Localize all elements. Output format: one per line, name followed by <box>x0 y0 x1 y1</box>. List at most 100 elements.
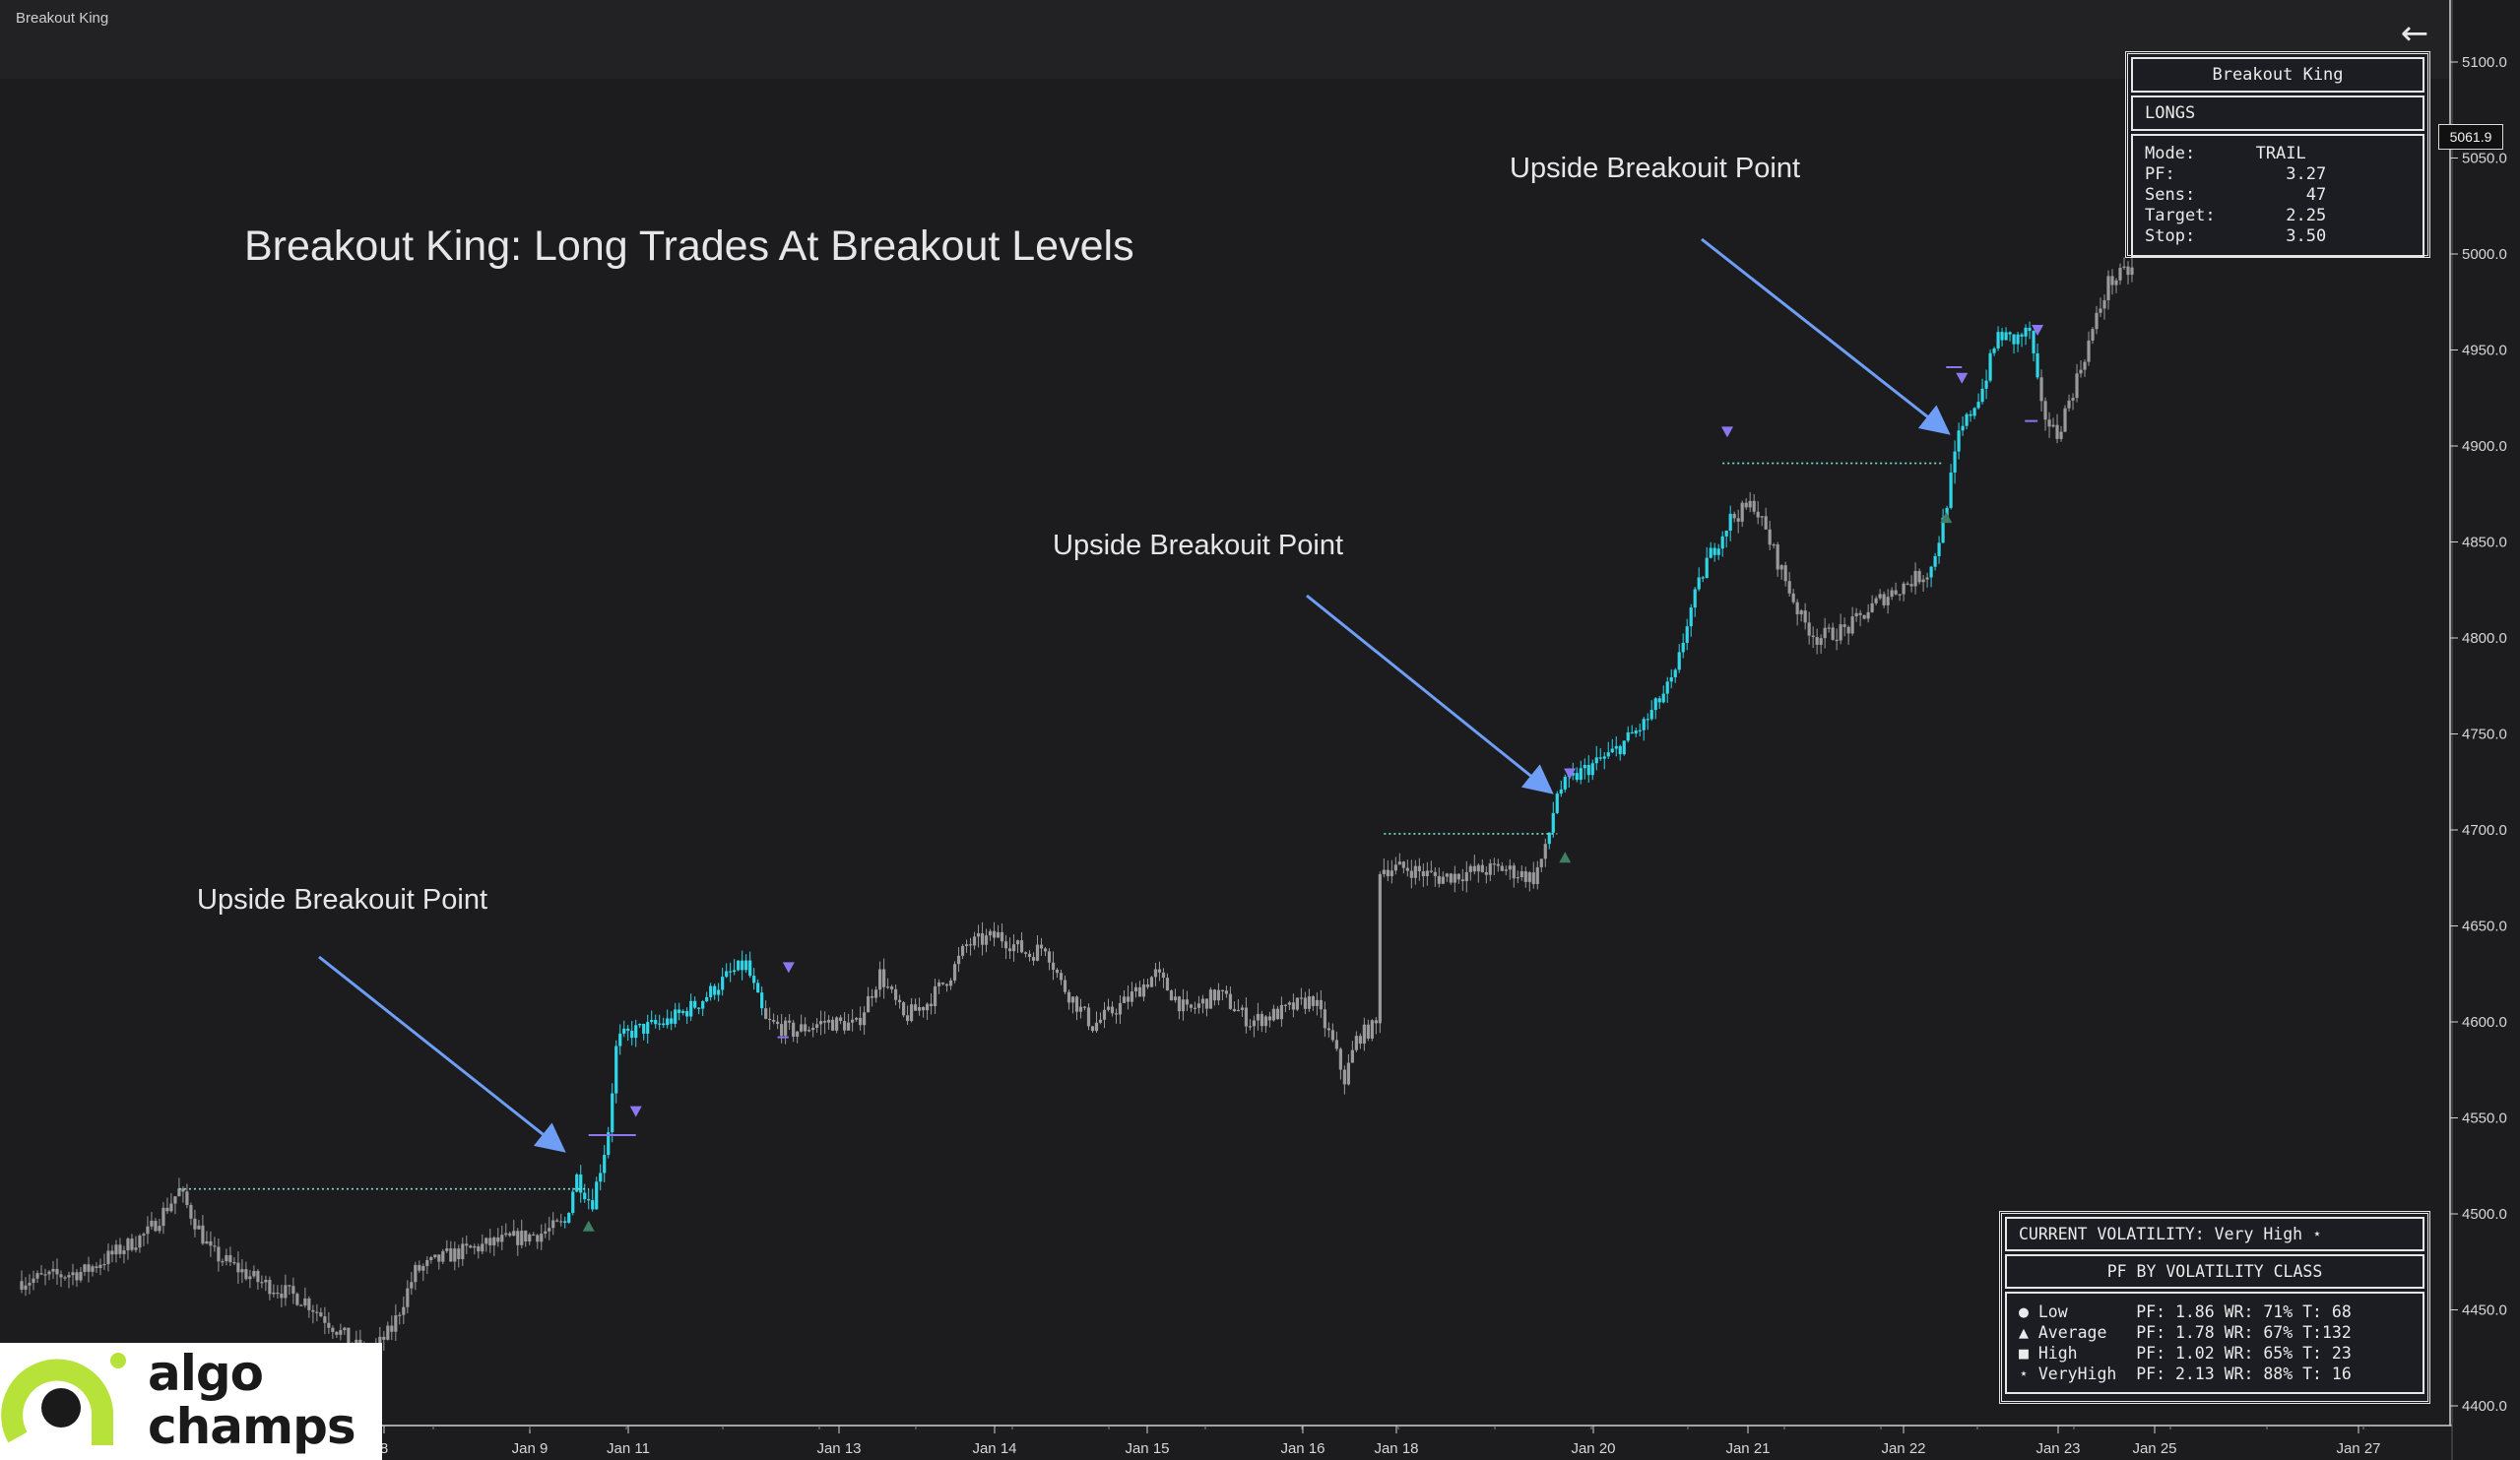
candle-body <box>666 1018 670 1026</box>
candle-body <box>414 1264 418 1283</box>
candle-body <box>1279 1004 1284 1020</box>
candle-body <box>2035 352 2039 378</box>
candle-body <box>1559 789 1563 794</box>
candle-body <box>1240 1007 1245 1010</box>
candle-body <box>485 1238 488 1244</box>
candle-body <box>2118 268 2122 281</box>
candle-body <box>1181 999 1186 1012</box>
candle-body <box>1417 865 1421 872</box>
candle-body <box>418 1264 421 1271</box>
candle-body <box>1074 996 1079 1012</box>
candle-body <box>591 1200 595 1210</box>
logo-line-1: algo <box>148 1345 264 1402</box>
candle-body <box>2071 398 2075 401</box>
candle-body <box>327 1322 331 1328</box>
candle-body <box>921 1006 926 1011</box>
candle-body <box>398 1314 402 1316</box>
candle-body <box>873 989 878 998</box>
candle-body <box>1531 872 1535 884</box>
candle-body <box>1330 1030 1334 1041</box>
candle-body <box>1047 951 1052 963</box>
candle-body <box>863 1012 867 1026</box>
candle-body <box>1768 529 1772 545</box>
candle-body <box>1736 518 1740 522</box>
candle-body <box>1315 999 1319 1006</box>
candle-body <box>1220 989 1225 991</box>
candle-body <box>272 1292 276 1295</box>
candle-body <box>1358 1036 1362 1045</box>
candle-body <box>1594 757 1598 764</box>
candle-body <box>1468 865 1472 872</box>
candle-body <box>1114 1013 1119 1015</box>
candle-body <box>729 971 733 973</box>
candle-body <box>1437 875 1441 884</box>
candle-body <box>1716 548 1720 555</box>
candle-body <box>1460 879 1464 882</box>
candle-body <box>500 1235 504 1242</box>
candle-body <box>744 960 748 971</box>
candle-body <box>1586 765 1590 776</box>
candle-body <box>2122 266 2126 269</box>
candle-body <box>162 1207 165 1227</box>
candle-body <box>839 1017 843 1022</box>
y-tick-label: 5050.0 <box>2462 151 2507 167</box>
candle-body <box>1476 864 1480 872</box>
candle-body <box>1382 869 1386 874</box>
candle-body <box>976 933 981 937</box>
candle-body <box>1913 570 1917 587</box>
candle-body <box>299 1304 303 1306</box>
candle-body <box>1921 579 1925 583</box>
candle-body <box>453 1248 457 1262</box>
candle-body <box>756 983 760 993</box>
candle-body <box>681 1011 685 1013</box>
y-axis: 5100.0 5050.0 5000.0 4950.0 4900.0 4850.0 4800… <box>2450 54 2507 1415</box>
candle-body <box>1831 627 1835 640</box>
candle-body <box>1208 989 1213 1009</box>
candle-body <box>1689 607 1693 627</box>
candle-body <box>343 1327 347 1331</box>
candle-body <box>1019 940 1024 953</box>
candle-body <box>1984 380 1988 389</box>
candle-body <box>555 1220 559 1222</box>
top-band <box>0 0 2452 79</box>
candle-body <box>1933 555 1937 567</box>
candle-body <box>1393 864 1397 871</box>
candle-body <box>913 1004 918 1011</box>
candle-body <box>142 1234 146 1237</box>
candle-body <box>1980 388 1984 403</box>
candle-body <box>1011 944 1016 952</box>
candle-body <box>1890 590 1894 598</box>
candle-body <box>197 1225 201 1230</box>
candle-body <box>2106 276 2110 300</box>
candle-body <box>1649 710 1653 720</box>
candle-body <box>288 1285 291 1287</box>
candle-body <box>760 992 764 1009</box>
candle-body <box>1362 1024 1366 1045</box>
candle-body <box>1508 865 1512 870</box>
candle-body <box>1874 598 1878 603</box>
candle-body <box>701 1001 705 1009</box>
candle-body <box>1752 500 1756 512</box>
candle-body <box>47 1271 51 1275</box>
candle-body <box>1405 867 1409 871</box>
candle-body <box>323 1316 327 1323</box>
arrow-left-icon[interactable]: ← <box>2400 14 2429 53</box>
candle-body <box>276 1292 280 1295</box>
candle-body <box>1823 627 1827 639</box>
candle-body <box>134 1247 138 1250</box>
candle-body <box>1023 952 1028 954</box>
candle-body <box>201 1225 205 1244</box>
candle-body <box>713 985 717 995</box>
candle-body <box>1870 603 1874 612</box>
param-line: Mode: TRAIL <box>2145 144 2306 163</box>
candle-body <box>933 985 937 1007</box>
candle-body <box>972 936 977 946</box>
candle-body <box>465 1243 469 1246</box>
candle-body <box>1464 871 1468 882</box>
candle-body <box>1724 530 1728 537</box>
candle-body <box>1795 602 1799 615</box>
candle-body <box>236 1262 240 1273</box>
candle-body <box>1937 542 1941 556</box>
candle-body <box>481 1243 485 1252</box>
